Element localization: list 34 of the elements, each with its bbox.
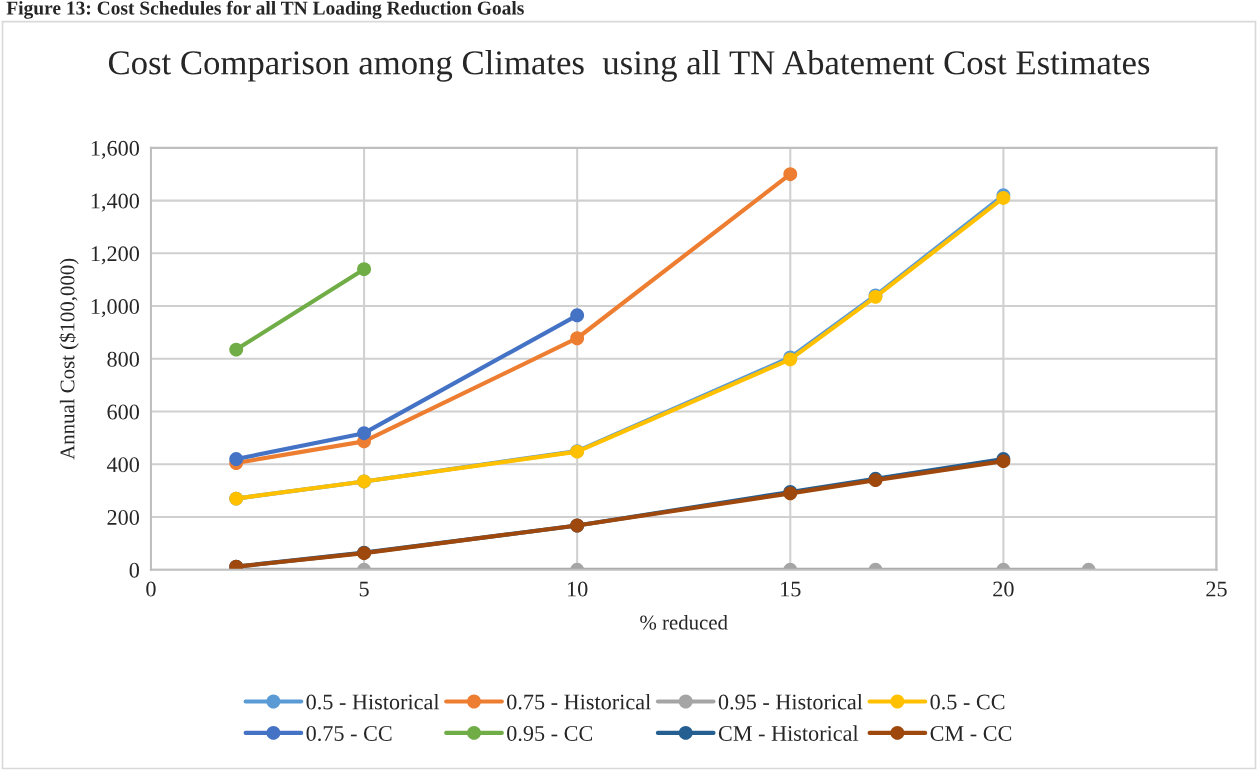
legend-label: CM - Historical [718, 725, 859, 741]
point [570, 308, 585, 323]
point [357, 262, 372, 277]
y-axis-title: Annual Cost ($100,000) [59, 258, 79, 460]
y-tick-label: 800 [107, 351, 139, 367]
y-tick-label: 400 [106, 457, 139, 473]
legend-label: 0.5 - CC [930, 694, 1005, 710]
x-axis-title: % reduced [640, 614, 728, 630]
x-tick-label: 0 [146, 581, 156, 597]
legend-label: 0.75 - CC [306, 725, 392, 742]
chart-title: Cost Comparison among Climates using all TN Abatement Cost Estimates [108, 50, 1150, 82]
y-tick-label: 0 [129, 562, 139, 578]
legend-label: 0.5 - Historical [306, 693, 440, 710]
legend-label: CM - CC [930, 725, 1012, 741]
x-tick-label: 10 [568, 581, 588, 597]
caption: Figure 13: Cost Schedules for all TN Loading Reduction Goals [6, 0, 524, 19]
point [783, 167, 798, 182]
point [229, 452, 244, 466]
y-tick-label: 1,000 [91, 299, 139, 318]
legend-label: 0.95 - Historical [718, 693, 863, 710]
y-tick-label: 1,400 [91, 193, 139, 212]
x-tick-label: 15 [781, 581, 801, 597]
x-tick-label: 25 [1206, 581, 1227, 597]
point [229, 342, 244, 357]
y-tick-label: 600 [107, 404, 139, 420]
y-tick-label: 1,200 [91, 246, 139, 265]
legend-label: 0.95 - CC [507, 725, 593, 742]
y-tick-label: 1,600 [91, 140, 139, 159]
x-tick-label: 20 [993, 581, 1014, 597]
point [570, 331, 585, 346]
legend-label: 0.75 - Historical [507, 693, 651, 710]
y-tick-label: 200 [107, 509, 139, 525]
point [357, 426, 372, 441]
x-tick-label: 5 [359, 581, 369, 597]
